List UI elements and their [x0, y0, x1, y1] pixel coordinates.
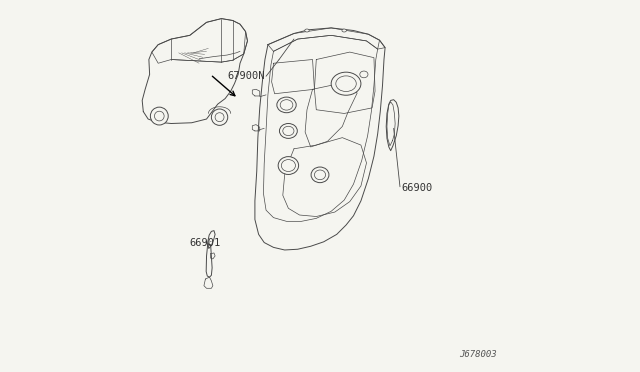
Ellipse shape	[314, 170, 326, 180]
Text: J678003: J678003	[459, 350, 497, 359]
Circle shape	[150, 107, 168, 125]
Ellipse shape	[282, 160, 296, 171]
Ellipse shape	[360, 71, 368, 78]
Text: 67900N: 67900N	[228, 71, 266, 81]
Ellipse shape	[336, 76, 356, 92]
Ellipse shape	[280, 100, 293, 110]
Ellipse shape	[331, 72, 361, 95]
Ellipse shape	[342, 29, 346, 32]
Ellipse shape	[280, 124, 298, 138]
Ellipse shape	[277, 97, 296, 113]
Ellipse shape	[311, 167, 329, 183]
Ellipse shape	[278, 157, 299, 174]
Ellipse shape	[283, 126, 294, 135]
Circle shape	[215, 113, 224, 122]
Circle shape	[154, 111, 164, 121]
Ellipse shape	[305, 29, 309, 32]
Circle shape	[211, 109, 228, 125]
Text: 66901: 66901	[189, 238, 220, 247]
Text: 66900: 66900	[401, 183, 433, 193]
